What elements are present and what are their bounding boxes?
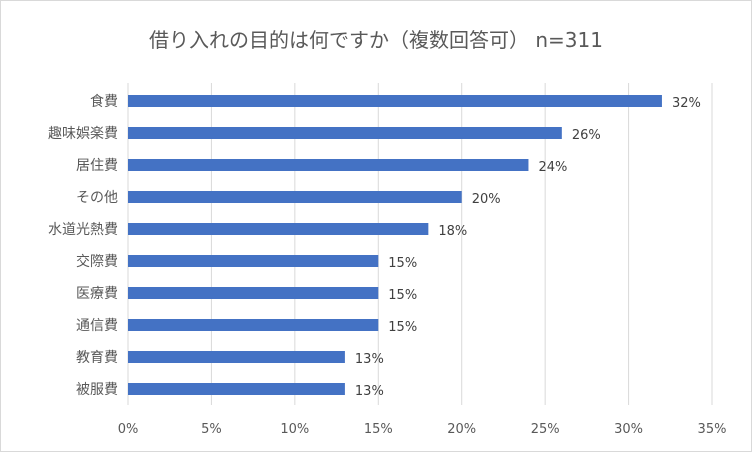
x-tick-label: 10% (280, 422, 309, 437)
bar (128, 191, 462, 203)
data-label: 18% (438, 224, 467, 239)
bar (128, 319, 379, 331)
data-labels: 32% 26% 24% 20% 18% 15% 15% 15% 13% 13% (355, 96, 701, 399)
data-label: 15% (388, 288, 417, 303)
x-tick-label: 0% (118, 422, 139, 437)
data-label: 24% (538, 160, 567, 175)
data-label: 13% (355, 384, 384, 399)
x-tick-label: 5% (201, 422, 222, 437)
x-tick-label: 35% (698, 422, 727, 437)
data-label: 26% (572, 128, 601, 143)
bar (128, 95, 662, 107)
x-tick-label: 25% (531, 422, 560, 437)
bar (128, 127, 562, 139)
data-label: 13% (355, 352, 384, 367)
x-tick-label: 15% (364, 422, 393, 437)
category-label: 水道光熱費 (48, 222, 118, 238)
data-label: 15% (388, 256, 417, 271)
category-label: 交際費 (76, 253, 118, 270)
x-axis-ticks: 0% 5% 10% 15% 20% 25% 30% 35% (118, 422, 727, 437)
x-tick-label: 30% (614, 422, 643, 437)
bar (128, 223, 429, 235)
bars (128, 95, 662, 395)
data-label: 32% (672, 96, 701, 111)
bar (128, 287, 379, 299)
bar (128, 351, 345, 363)
category-label: 居住費 (76, 158, 118, 174)
bar (128, 383, 345, 395)
category-label: 教育費 (76, 350, 118, 366)
x-tick-label: 20% (447, 422, 476, 437)
data-label: 15% (388, 320, 417, 335)
bar (128, 255, 379, 267)
category-label: 趣味娯楽費 (48, 126, 118, 142)
category-label: 被服費 (76, 382, 118, 398)
category-label: 医療費 (76, 285, 118, 302)
category-label: 食費 (90, 93, 118, 110)
category-label: 通信費 (76, 318, 118, 334)
category-label: その他 (76, 190, 118, 206)
bar (128, 159, 529, 171)
chart-title: 借り入れの目的は何ですか（複数回答可） n=311 (149, 28, 603, 52)
data-label: 20% (472, 192, 501, 207)
